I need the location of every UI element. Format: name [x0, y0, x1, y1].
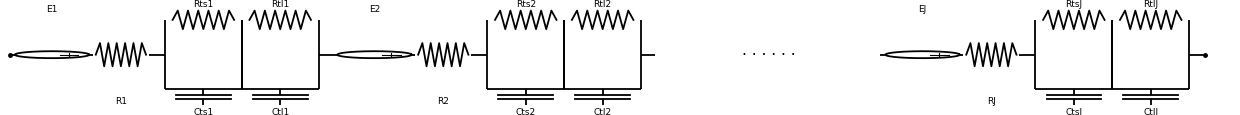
Text: Rtl1: Rtl1 — [272, 0, 289, 9]
Text: · · · · · ·: · · · · · · — [742, 48, 796, 63]
Text: Rts2: Rts2 — [516, 0, 536, 9]
Text: CtsJ: CtsJ — [1065, 107, 1083, 115]
Text: Rtl2: Rtl2 — [594, 0, 611, 9]
Text: R1: R1 — [115, 97, 126, 106]
Text: Rts1: Rts1 — [193, 0, 213, 9]
Text: Cts1: Cts1 — [193, 107, 213, 115]
Text: RJ: RJ — [987, 97, 996, 106]
Text: EJ: EJ — [919, 5, 926, 14]
Text: Ctl2: Ctl2 — [594, 107, 611, 115]
Text: RtlJ: RtlJ — [1143, 0, 1158, 9]
Text: E2: E2 — [368, 5, 381, 14]
Text: RtsJ: RtsJ — [1065, 0, 1083, 9]
Text: CtlJ: CtlJ — [1143, 107, 1158, 115]
Text: E1: E1 — [46, 5, 58, 14]
Text: Ctl1: Ctl1 — [272, 107, 289, 115]
Text: Cts2: Cts2 — [516, 107, 536, 115]
Text: R2: R2 — [438, 97, 449, 106]
